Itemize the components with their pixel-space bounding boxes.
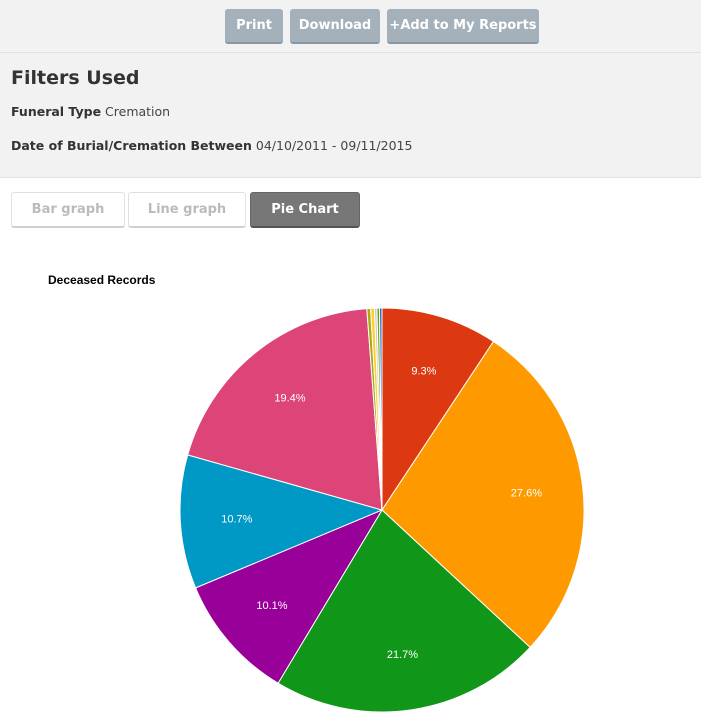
- pie-slice[interactable]: [378, 307, 383, 511]
- toolbar: Print Download +Add to My Reports: [0, 0, 701, 53]
- print-button[interactable]: Print: [225, 9, 283, 44]
- tab-pie-chart[interactable]: Pie Chart: [250, 192, 360, 228]
- pie-slice-label: 27.6%: [511, 488, 542, 500]
- pie-slice[interactable]: [179, 454, 384, 589]
- filter-funeral-type-label: Funeral Type: [11, 104, 102, 119]
- pie-slice[interactable]: [381, 340, 585, 649]
- filter-date-label: Date of Burial/Cremation Between: [11, 138, 252, 153]
- add-to-reports-button[interactable]: +Add to My Reports: [387, 9, 539, 44]
- pie-chart: 9.3% 27.6% 21.7% 10.1% 10.7% 19.4%: [179, 307, 585, 713]
- filter-funeral-type: Funeral Type Cremation: [11, 104, 170, 119]
- filters-title: Filters Used: [11, 67, 140, 89]
- tab-bar-graph[interactable]: Bar graph: [11, 192, 125, 228]
- filters-panel: Filters Used Funeral Type Cremation Date…: [0, 53, 701, 178]
- pie-slice-label: 9.3%: [411, 366, 436, 378]
- download-button[interactable]: Download: [290, 9, 380, 44]
- pie-slice-label: 21.7%: [387, 649, 418, 661]
- pie-slice[interactable]: [187, 308, 383, 511]
- pie-slice[interactable]: [277, 509, 531, 713]
- pie-slice-label: 10.1%: [256, 600, 287, 612]
- chart-title: Deceased Records: [48, 273, 156, 287]
- pie-slice-label: 19.4%: [274, 392, 305, 404]
- filter-date-range: Date of Burial/Cremation Between 04/10/2…: [11, 138, 412, 153]
- pie-slice[interactable]: [194, 508, 384, 684]
- filter-date-value: 04/10/2011 - 09/11/2015: [255, 138, 413, 153]
- filter-funeral-type-value: Cremation: [105, 104, 171, 119]
- pie-slice-label: 10.7%: [221, 514, 252, 526]
- tab-line-graph[interactable]: Line graph: [128, 192, 246, 228]
- pie-slice[interactable]: [381, 307, 495, 512]
